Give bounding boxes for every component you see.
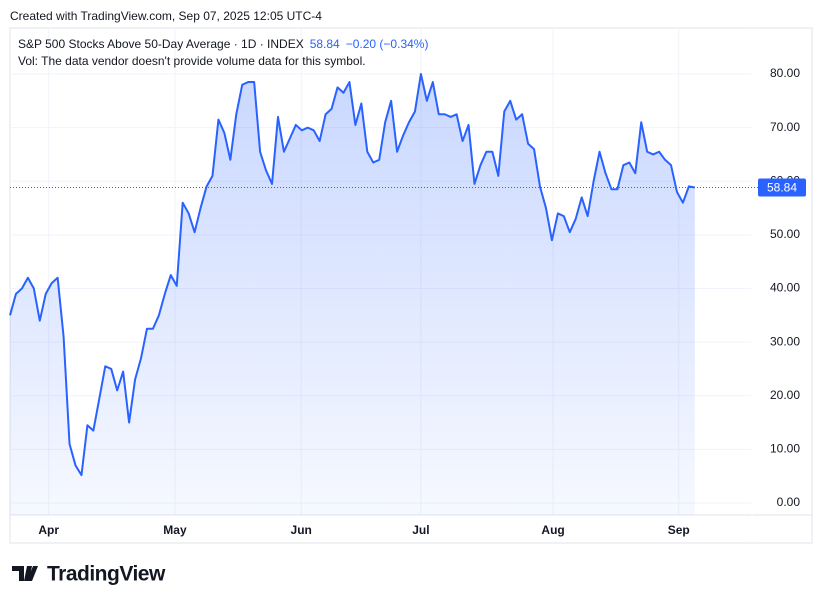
last-value-tag [758, 178, 806, 197]
logo: TradingView [12, 563, 166, 586]
y-tick-label: 30.00 [770, 334, 800, 348]
x-tick-label: Apr [38, 523, 59, 537]
y-tick-label: 0.00 [777, 495, 801, 509]
plot: 0.0010.0020.0030.0040.0050.0060.0070.008… [9, 28, 812, 543]
brand: TradingView [47, 563, 166, 586]
x-tick-label: Sep [668, 523, 690, 537]
chart-title: S&P 500 Stocks Above 50-Day Average · 1D… [18, 37, 428, 51]
last-value-label: 58.84 [767, 181, 797, 195]
area-fill [10, 74, 695, 515]
y-tick-label: 10.00 [770, 442, 800, 456]
line [9, 73, 696, 477]
y-tick-label: 80.00 [770, 66, 800, 80]
logo-icon [27, 566, 38, 581]
subtitle: Vol: The data vendor doesn't provide vol… [18, 54, 366, 68]
x-tick-label: Aug [541, 523, 564, 537]
x-tick-label: Jun [291, 523, 312, 537]
header: Created with TradingView.com, Sep 07, 20… [10, 9, 322, 23]
x-tick-label: Jul [412, 523, 429, 537]
y-tick-label: 70.00 [770, 120, 800, 134]
y-tick-label: 40.00 [770, 281, 800, 295]
logo-icon [12, 566, 32, 581]
change: −0.20 (−0.34%) [346, 37, 429, 51]
title: S&P 500 Stocks Above 50-Day Average · 1D… [18, 37, 304, 51]
chart-frame [9, 27, 813, 544]
y-tick-label: 50.00 [770, 227, 800, 241]
y-tick-label: 20.00 [770, 388, 800, 402]
last-value: 58.84 [310, 37, 340, 51]
x-tick-label: May [163, 523, 187, 537]
